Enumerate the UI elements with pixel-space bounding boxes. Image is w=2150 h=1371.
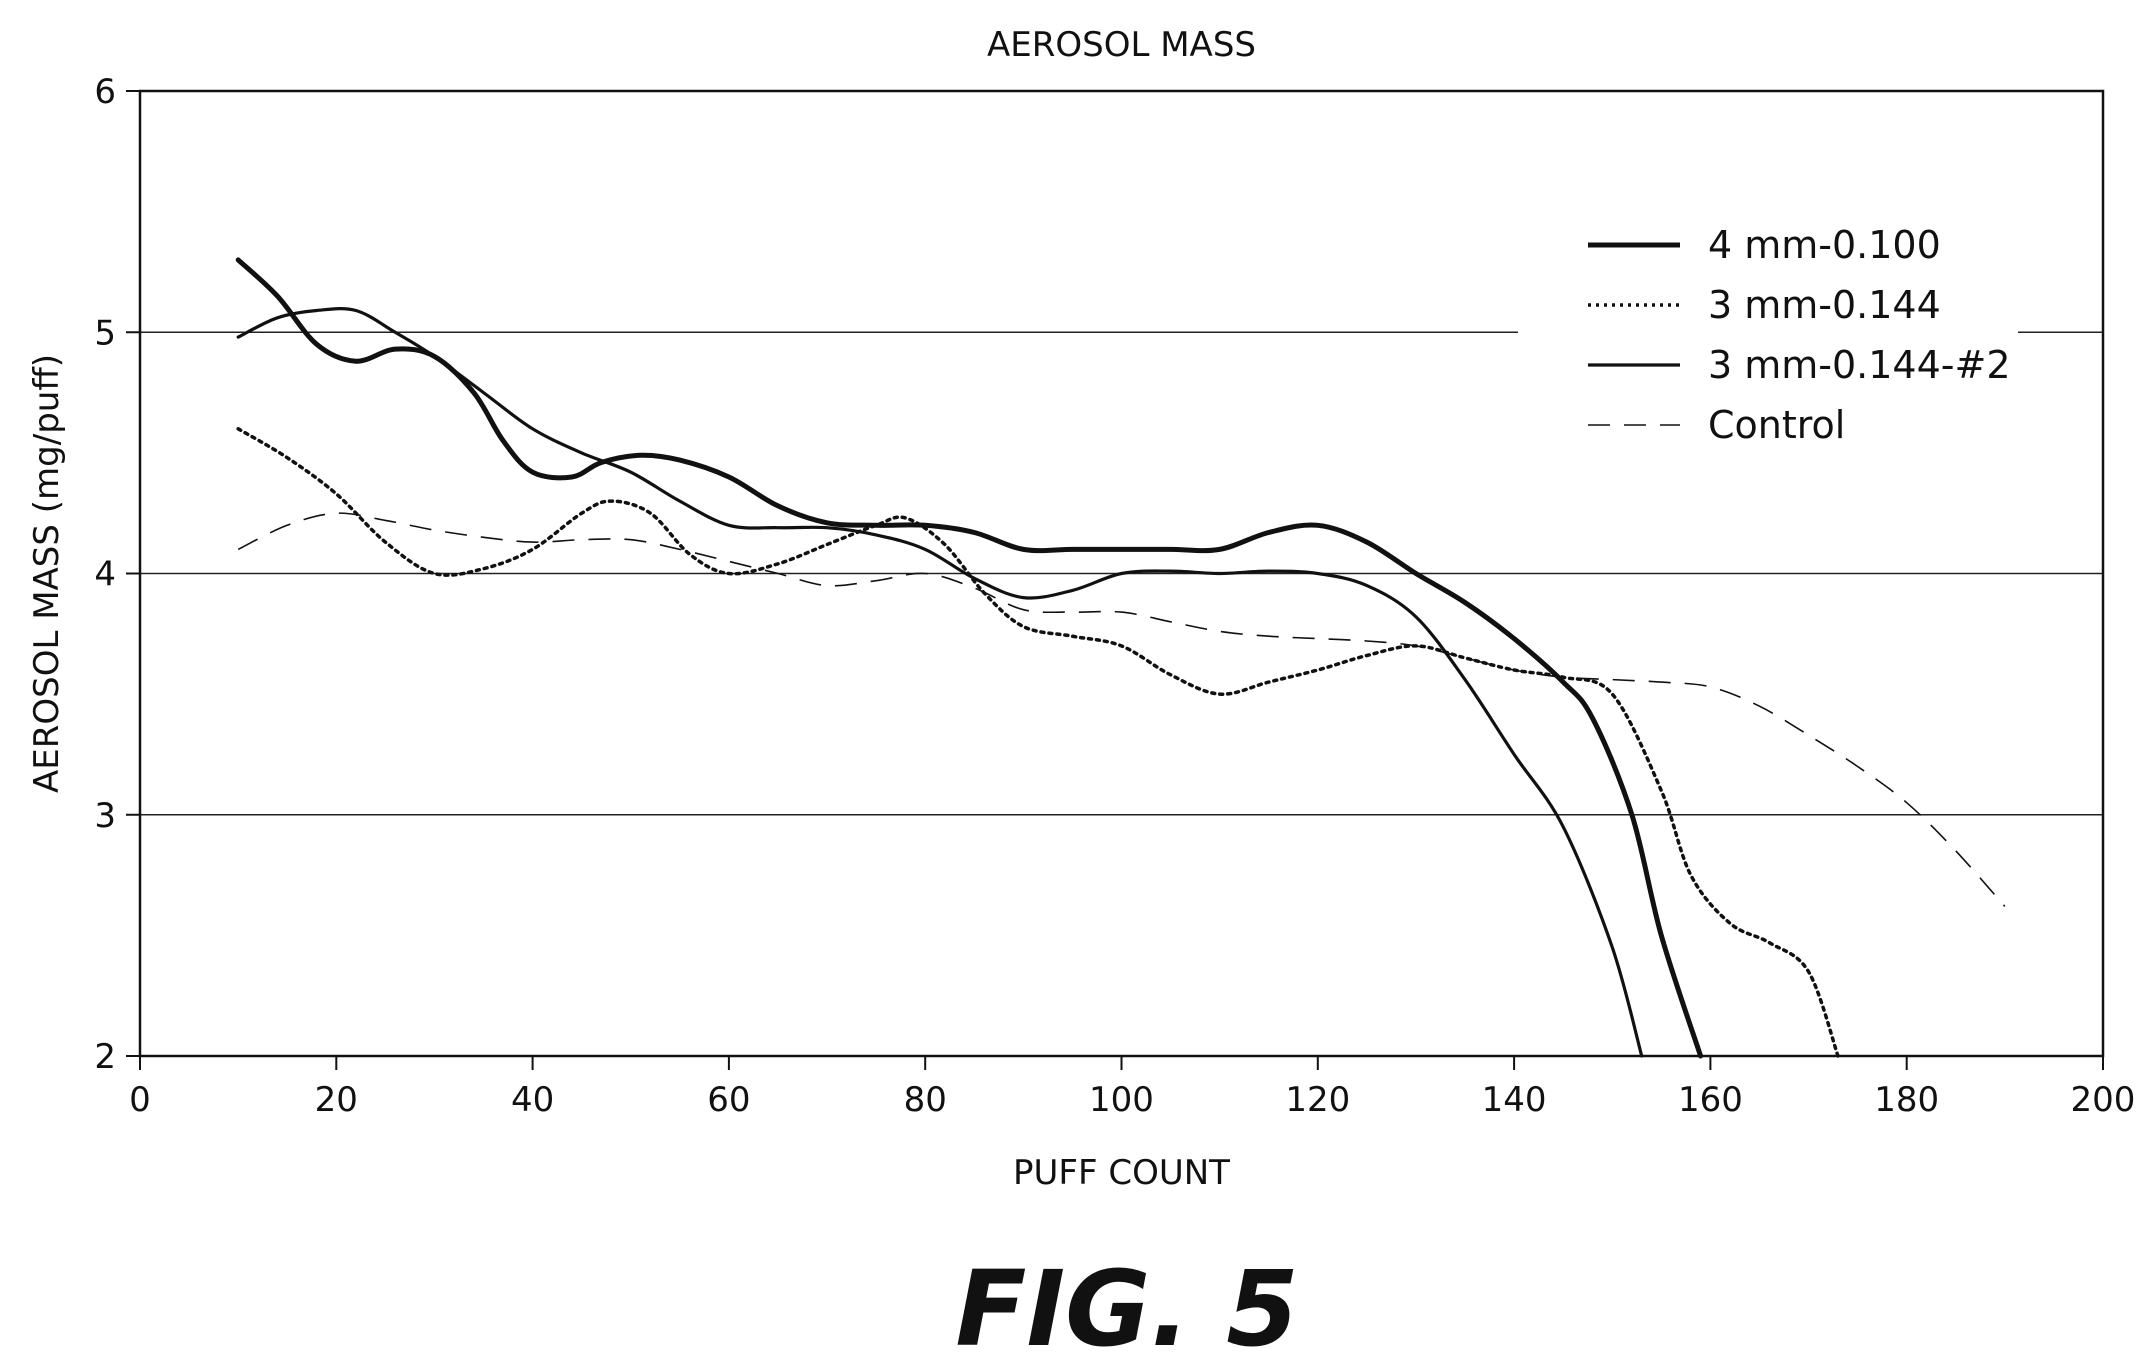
x-tick-label-180: 180 — [1874, 1080, 1939, 1120]
x-tick-label-40: 40 — [511, 1080, 554, 1120]
series-line-1 — [235, 257, 1704, 1059]
x-tick-label-160: 160 — [1678, 1080, 1743, 1120]
x-tick-label-120: 120 — [1285, 1080, 1350, 1120]
x-axis-label: PUFF COUNT — [1013, 1153, 1230, 1193]
x-tick-label-100: 100 — [1089, 1080, 1154, 1120]
y-tick-label-2: 2 — [94, 1037, 116, 1077]
series-lines — [235, 257, 2006, 1059]
legend: 4 mm-0.100 3 mm-0.144 3 mm-0.144-#2 Control — [1518, 205, 2018, 475]
y-tick-label-6: 6 — [94, 72, 116, 112]
legend-background — [1518, 205, 2018, 475]
x-tick-label-20: 20 — [315, 1080, 358, 1120]
chart-title: AEROSOL MASS — [987, 25, 1256, 65]
legend-label-3: 3 mm-0.144-#2 — [1708, 343, 2011, 387]
legend-items: 4 mm-0.100 3 mm-0.144 3 mm-0.144-#2 Control — [1588, 223, 2011, 447]
x-tick-label-60: 60 — [707, 1080, 750, 1120]
axis-ticks: 0 20 40 60 80 100 120 140 160 180 200 2 3 4 5 6 — [94, 72, 2135, 1120]
legend-label-4: Control — [1708, 403, 1845, 447]
y-tick-label-3: 3 — [94, 796, 116, 836]
x-tick-label-0: 0 — [129, 1080, 151, 1120]
x-tick-label-80: 80 — [904, 1080, 947, 1120]
legend-label-1: 4 mm-0.100 — [1708, 223, 1941, 267]
y-tick-label-5: 5 — [94, 313, 116, 353]
figure-label: FIG. 5 — [955, 1248, 1298, 1370]
series-line-3 — [236, 307, 1644, 1058]
y-tick-label-4: 4 — [94, 555, 116, 595]
series-line-2 — [236, 427, 1840, 1058]
x-tick-label-200: 200 — [2071, 1080, 2136, 1120]
legend-label-2: 3 mm-0.144 — [1708, 283, 1941, 327]
y-axis-label: AEROSOL MASS (mg/puff) — [27, 354, 67, 793]
series-line-4 — [237, 512, 2006, 907]
x-tick-label-140: 140 — [1482, 1080, 1547, 1120]
